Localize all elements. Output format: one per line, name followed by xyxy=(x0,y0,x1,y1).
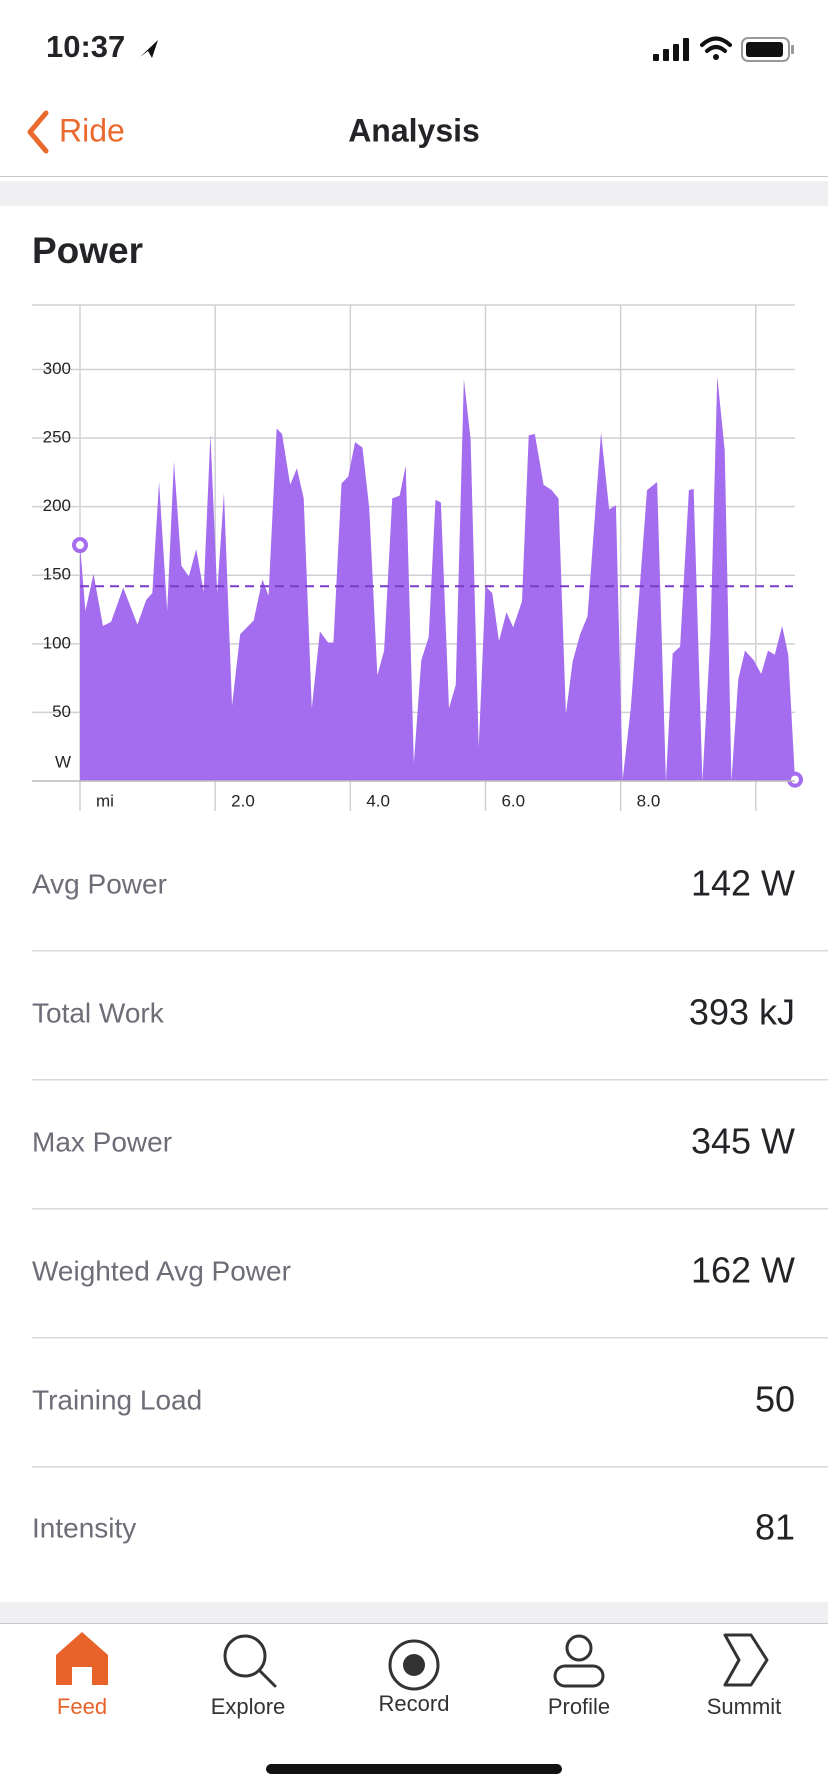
y-tick-label: 100 xyxy=(43,633,71,652)
y-tick-label: 300 xyxy=(43,359,71,378)
row-divider xyxy=(32,1466,828,1468)
stat-value: 345 W xyxy=(691,1121,795,1162)
wifi-icon xyxy=(700,36,732,60)
stat-label: Training Load xyxy=(32,1384,202,1415)
tab-label[interactable]: Record xyxy=(379,1691,450,1716)
status-time: 10:37 xyxy=(46,29,125,64)
tab-label[interactable]: Summit xyxy=(707,1694,782,1719)
card-title: Power xyxy=(32,230,143,271)
nav-divider xyxy=(0,176,828,177)
y-tick-label: 250 xyxy=(43,428,71,447)
stats-list: Avg Power 142 W Total Work 393 kJ Max Power 3… xyxy=(32,863,828,1548)
tab-label[interactable]: Explore xyxy=(211,1694,286,1719)
signal-icon xyxy=(653,38,689,61)
stat-label: Total Work xyxy=(32,997,165,1028)
row-divider xyxy=(32,1337,828,1339)
back-chevron[interactable] xyxy=(27,110,49,154)
location-icon xyxy=(140,40,158,58)
battery-icon xyxy=(741,37,794,62)
explore-icon xyxy=(223,1634,277,1688)
endpoint-marker xyxy=(72,537,88,554)
tab-label[interactable]: Feed xyxy=(57,1694,107,1719)
summit-icon xyxy=(723,1633,769,1687)
stat-label: Max Power xyxy=(32,1126,172,1157)
home-indicator xyxy=(266,1764,562,1774)
tab-label[interactable]: Profile xyxy=(548,1694,610,1719)
row-divider xyxy=(32,1079,828,1081)
y-tick-label: 50 xyxy=(52,702,71,721)
x-tick-label: 6.0 xyxy=(501,791,525,810)
tab-bar: Feed Explore Record Profile Summit xyxy=(57,1691,781,1719)
power-chart: 50 100 150 200 250 300 Wmi 2.0 4.0 6.0 8.0 xyxy=(32,304,803,811)
stat-value: 142 W xyxy=(691,863,795,904)
record-icon xyxy=(388,1639,440,1691)
x-tick-label: 4.0 xyxy=(366,791,390,810)
section-gap xyxy=(0,1602,828,1623)
row-divider xyxy=(32,1208,828,1210)
profile-icon xyxy=(553,1634,605,1688)
power-area xyxy=(80,376,795,781)
stat-label: Intensity xyxy=(32,1512,136,1543)
nav-title: Analysis xyxy=(348,112,480,148)
y-tick-label: 150 xyxy=(43,565,71,584)
endpoint-marker xyxy=(787,771,803,788)
row-divider xyxy=(32,950,828,952)
x-tick-label: 8.0 xyxy=(637,791,661,810)
stat-value: 50 xyxy=(755,1379,795,1420)
x-tick-label: 2.0 xyxy=(231,791,255,810)
tab-divider xyxy=(0,1623,828,1624)
y-axis-label: W xyxy=(55,752,71,771)
feed-icon xyxy=(56,1632,108,1685)
stat-value: 162 W xyxy=(691,1250,795,1291)
stat-label: Avg Power xyxy=(32,868,167,899)
section-gap xyxy=(0,181,828,206)
back-button[interactable]: Ride xyxy=(59,112,125,148)
x-tick-label: mi xyxy=(96,791,114,810)
y-tick-label: 200 xyxy=(43,496,71,515)
stat-label: Weighted Avg Power xyxy=(32,1255,291,1286)
stat-value: 81 xyxy=(755,1507,795,1548)
stat-value: 393 kJ xyxy=(689,992,795,1033)
